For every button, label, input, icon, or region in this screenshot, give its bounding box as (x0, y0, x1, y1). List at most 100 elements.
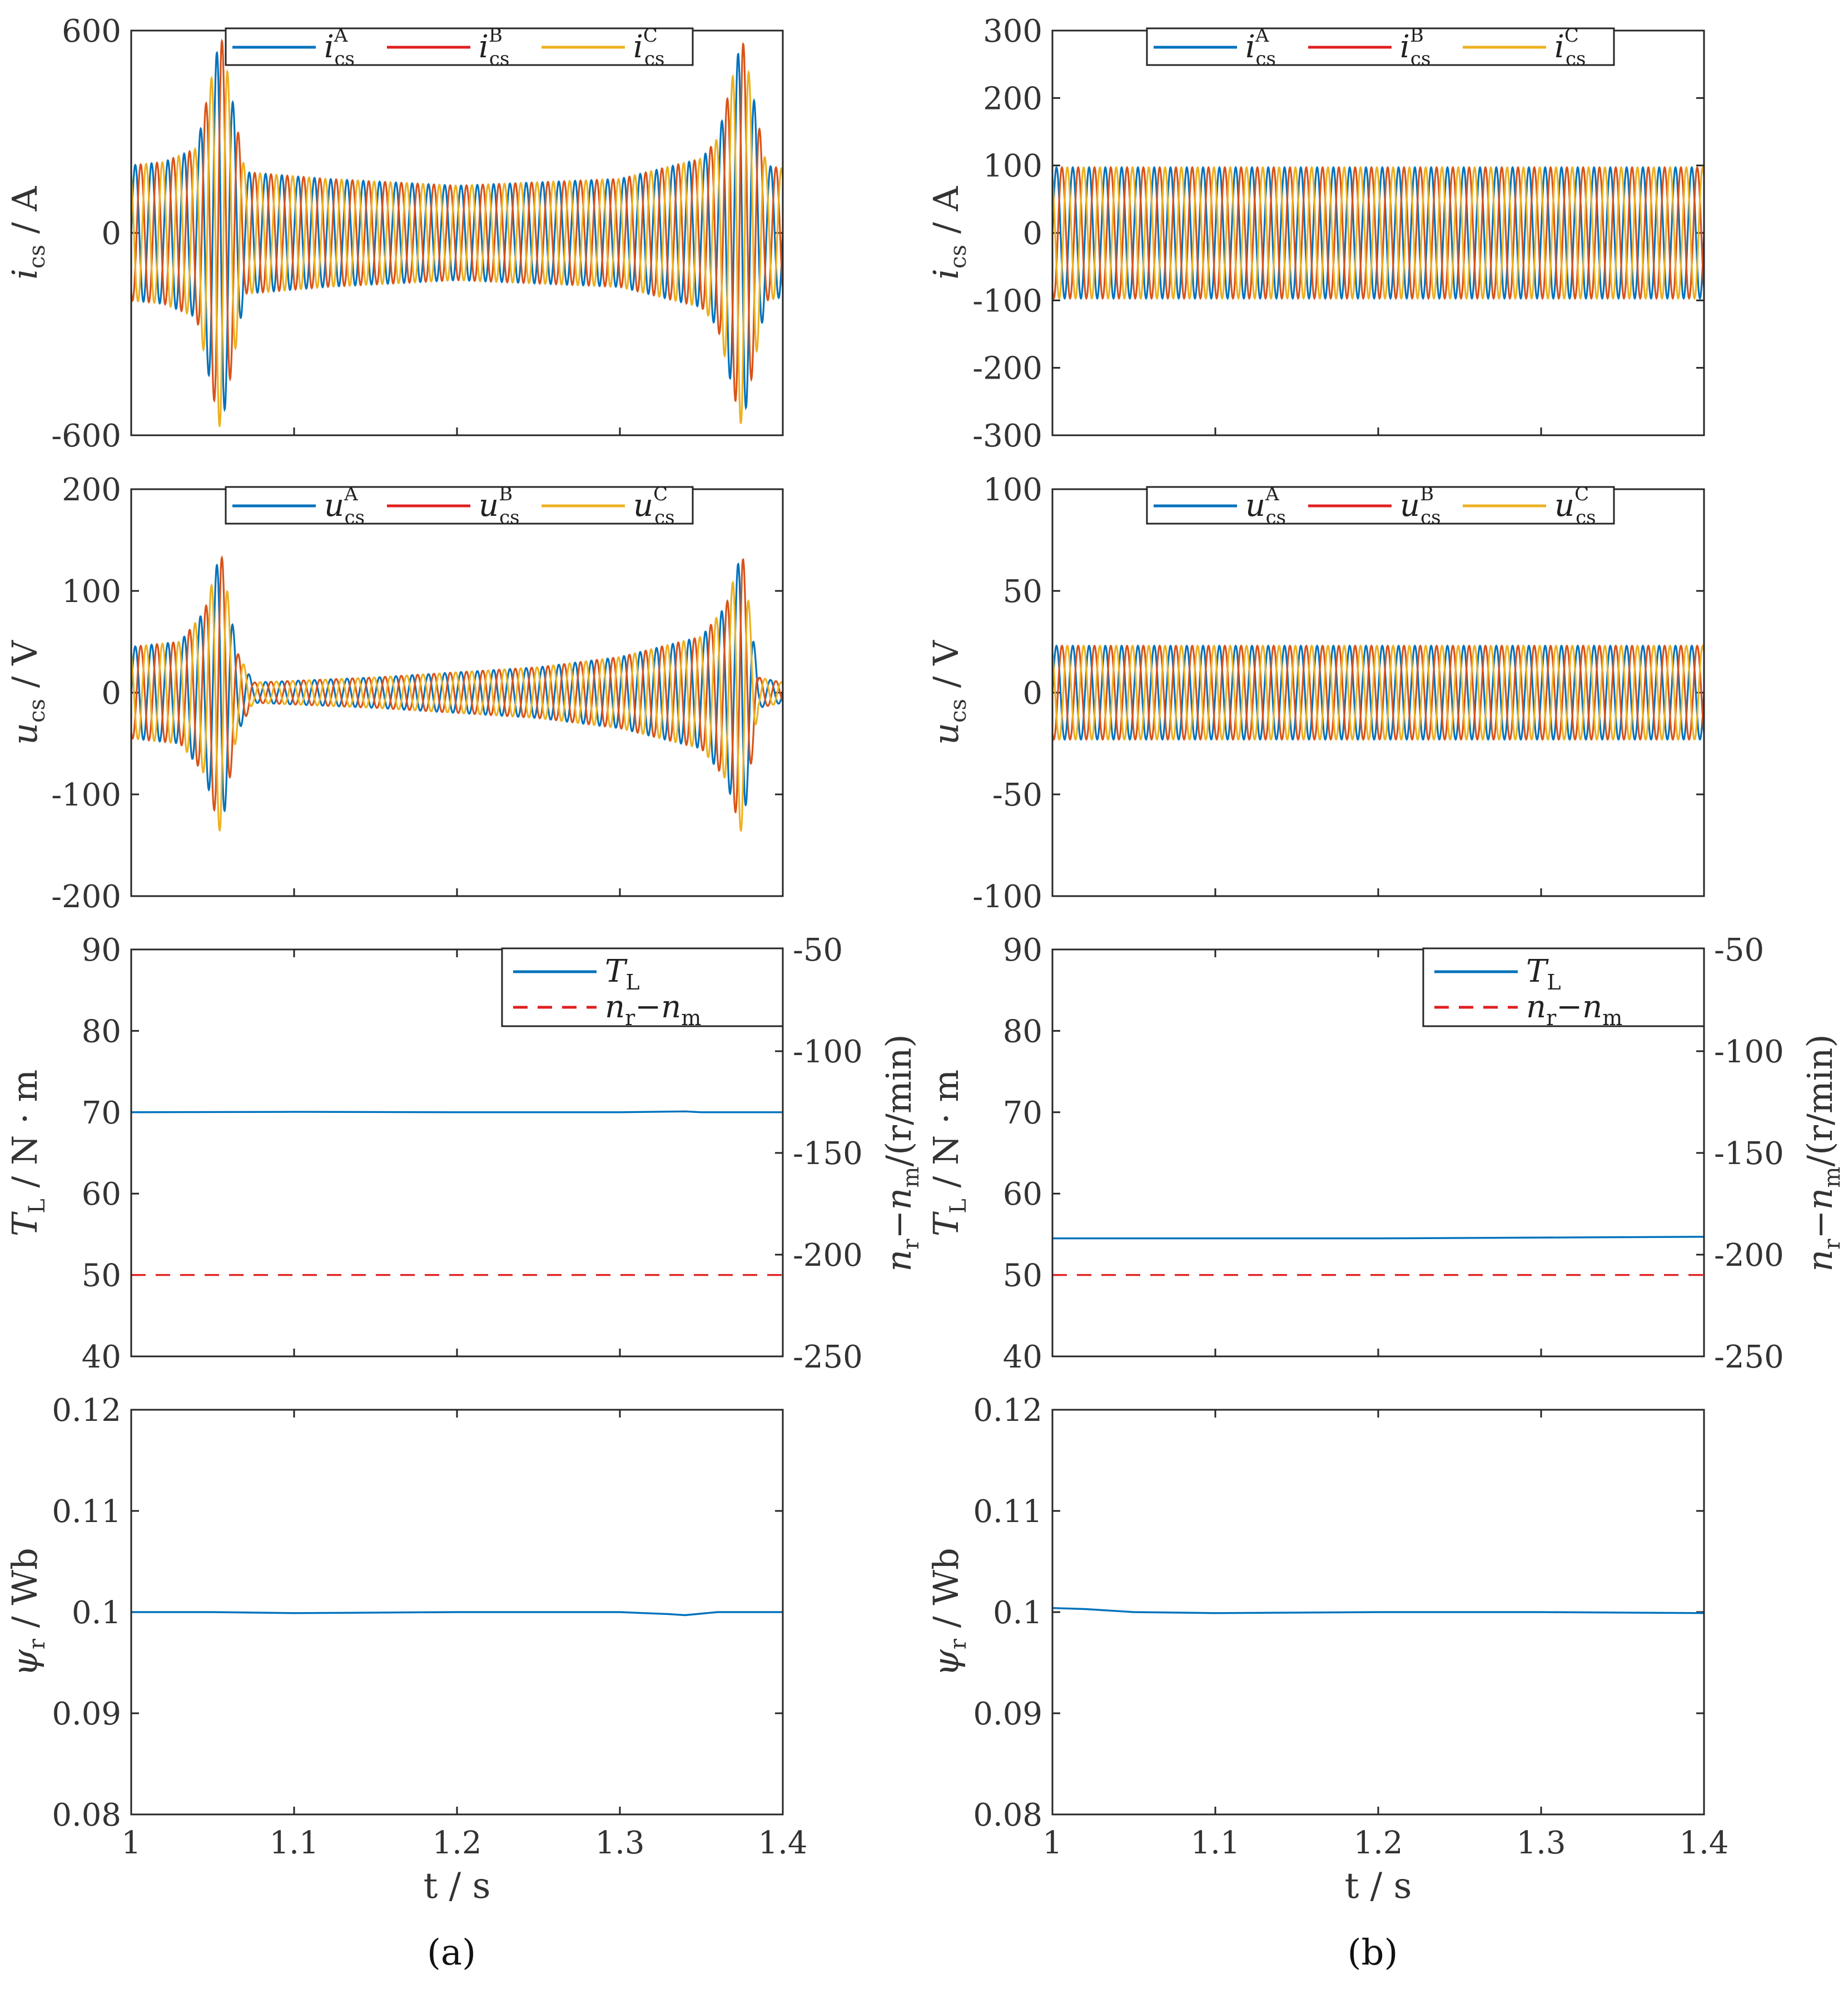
y-tick-label: 0.1 (993, 1595, 1042, 1631)
x-tick-label: 1.3 (595, 1825, 644, 1861)
y-tick-label: 200 (983, 81, 1042, 117)
legend-label: uA cs (324, 483, 365, 529)
y-axis-label: nr−nm/(r/min) (1800, 1034, 1845, 1271)
torque-line (1052, 1236, 1704, 1240)
y-tick-label: 0.08 (973, 1797, 1042, 1833)
series-line-B (131, 38, 783, 403)
chart-b-current: 300 200 100 0 -100 -200 -300 ics / A iA cs iB cs iC c… (926, 13, 1705, 454)
legend-label: uB cs (479, 483, 520, 529)
series-line-A (131, 562, 783, 813)
y-tick-label: 300 (983, 13, 1042, 49)
axis-box (1051, 1409, 1705, 1816)
plot-area (131, 555, 783, 832)
y-tick-label: 100 (62, 574, 121, 610)
y-tick-label: 70 (82, 1095, 121, 1131)
y-tick-label: -600 (51, 418, 121, 454)
series-line-C (131, 68, 783, 427)
y-axis-label: nr−nm/(r/min) (878, 1034, 924, 1271)
chart-b-voltage: 100 50 0 -50 -100 ucs / V uA cs uB cs uC cs (926, 472, 1705, 915)
y-axis-label: ucs / V (926, 640, 971, 745)
x-tick-label: 1.4 (1679, 1825, 1728, 1861)
series-line-C (131, 580, 783, 832)
y-tick-label: 200 (62, 472, 121, 508)
y-tick-label: 0 (1022, 675, 1042, 712)
plot-area (1052, 1236, 1704, 1276)
panel-caption: (b) (1348, 1932, 1398, 1973)
plot-area (1052, 166, 1704, 300)
series-line-B (1052, 644, 1704, 741)
y-right-tick-label: -100 (1714, 1034, 1784, 1070)
x-tick-label: 1.3 (1516, 1825, 1566, 1861)
y-tick-label: 0 (101, 675, 121, 712)
x-tick-label: 1.2 (1353, 1825, 1403, 1861)
chart-a-current: 600 0 -600 ics / A iA cs iB cs iC cs (4, 13, 784, 454)
axis-box (1051, 948, 1705, 1357)
y-right-tick-label: -150 (793, 1136, 863, 1172)
y-axis-label: TL / N · m (4, 1070, 50, 1236)
flux-line (131, 1611, 783, 1617)
y-axis-label: ψr / Wb (926, 1548, 971, 1676)
y-tick-label: 0 (101, 216, 121, 252)
plot-area (131, 38, 783, 427)
axis-box (130, 948, 784, 1357)
y-axis-label: ics / A (4, 186, 50, 280)
legend-label: uB cs (1400, 483, 1441, 529)
legend-label: iC cs (633, 24, 664, 70)
legend-label: nr−nm (1526, 989, 1622, 1030)
series-line-A (131, 51, 783, 412)
chart-b-torque: 90 80 70 60 50 40 -50 -100 -150 -200 -250 TL / N · … (926, 932, 1845, 1375)
y-right-tick-label: -200 (1714, 1237, 1784, 1274)
legend-label: iC cs (1554, 24, 1586, 70)
y-tick-label: 0 (1022, 216, 1042, 252)
y-right-tick-label: -100 (793, 1034, 863, 1070)
flux-line (1052, 1607, 1704, 1614)
y-tick-label: 0.12 (973, 1393, 1042, 1429)
plot-area (131, 1611, 783, 1617)
y-tick-label: 0.12 (52, 1393, 121, 1429)
legend-label: uC cs (633, 483, 675, 529)
y-tick-label: 0.11 (52, 1494, 121, 1530)
x-tick-label: 1.1 (269, 1825, 319, 1861)
y-axis-label: ucs / V (4, 640, 50, 745)
y-axis-label: ics / A (926, 186, 971, 280)
y-tick-label: 50 (1003, 574, 1042, 610)
series-line-C (1052, 644, 1704, 741)
x-tick-label: 1.4 (758, 1825, 807, 1861)
y-tick-label: 40 (1003, 1339, 1042, 1375)
y-tick-label: 70 (1003, 1095, 1042, 1131)
y-axis-label: TL / N · m (926, 1070, 971, 1236)
y-tick-label: -100 (51, 777, 121, 813)
y-right-tick-label: -50 (1714, 932, 1764, 968)
legend-box (1422, 947, 1705, 1027)
x-axis-label: t / s (1345, 1866, 1412, 1907)
y-tick-label: -200 (51, 879, 121, 915)
series-line-A (1052, 166, 1704, 300)
series-line-A (1052, 644, 1704, 741)
legend-label: iB cs (1400, 24, 1430, 70)
legend-label: TL (605, 953, 640, 994)
chart-a-flux: 0.12 0.11 0.1 0.09 0.08 ψr / Wb 1 1.1 1.2 1.3 1.4 t… (4, 1393, 808, 1973)
y-tick-label: 90 (1003, 932, 1042, 968)
series-line-C (1052, 166, 1704, 300)
y-right-tick-label: -250 (1714, 1339, 1784, 1375)
y-tick-label: 60 (82, 1176, 121, 1212)
legend-label: TL (1526, 953, 1561, 994)
y-right-tick-label: -200 (793, 1237, 863, 1274)
y-tick-label: 600 (62, 13, 121, 49)
y-tick-label: 100 (983, 472, 1042, 508)
y-right-tick-label: -250 (793, 1339, 863, 1375)
series-line-B (131, 555, 783, 814)
legend-label: iA cs (324, 24, 355, 70)
y-tick-label: 60 (1003, 1176, 1042, 1212)
legend-label: iB cs (479, 24, 509, 70)
plot-area (131, 1110, 783, 1276)
y-tick-label: 90 (82, 932, 121, 968)
series-line-B (1052, 166, 1704, 300)
legend-label: iA cs (1245, 24, 1276, 70)
y-tick-label: -100 (972, 879, 1042, 915)
y-tick-label: 40 (82, 1339, 121, 1375)
chart-a-voltage: 200 100 0 -100 -200 ucs / V uA cs uB cs uC cs (4, 472, 784, 915)
y-tick-label: 0.1 (72, 1595, 121, 1631)
x-tick-label: 1.1 (1190, 1825, 1240, 1861)
